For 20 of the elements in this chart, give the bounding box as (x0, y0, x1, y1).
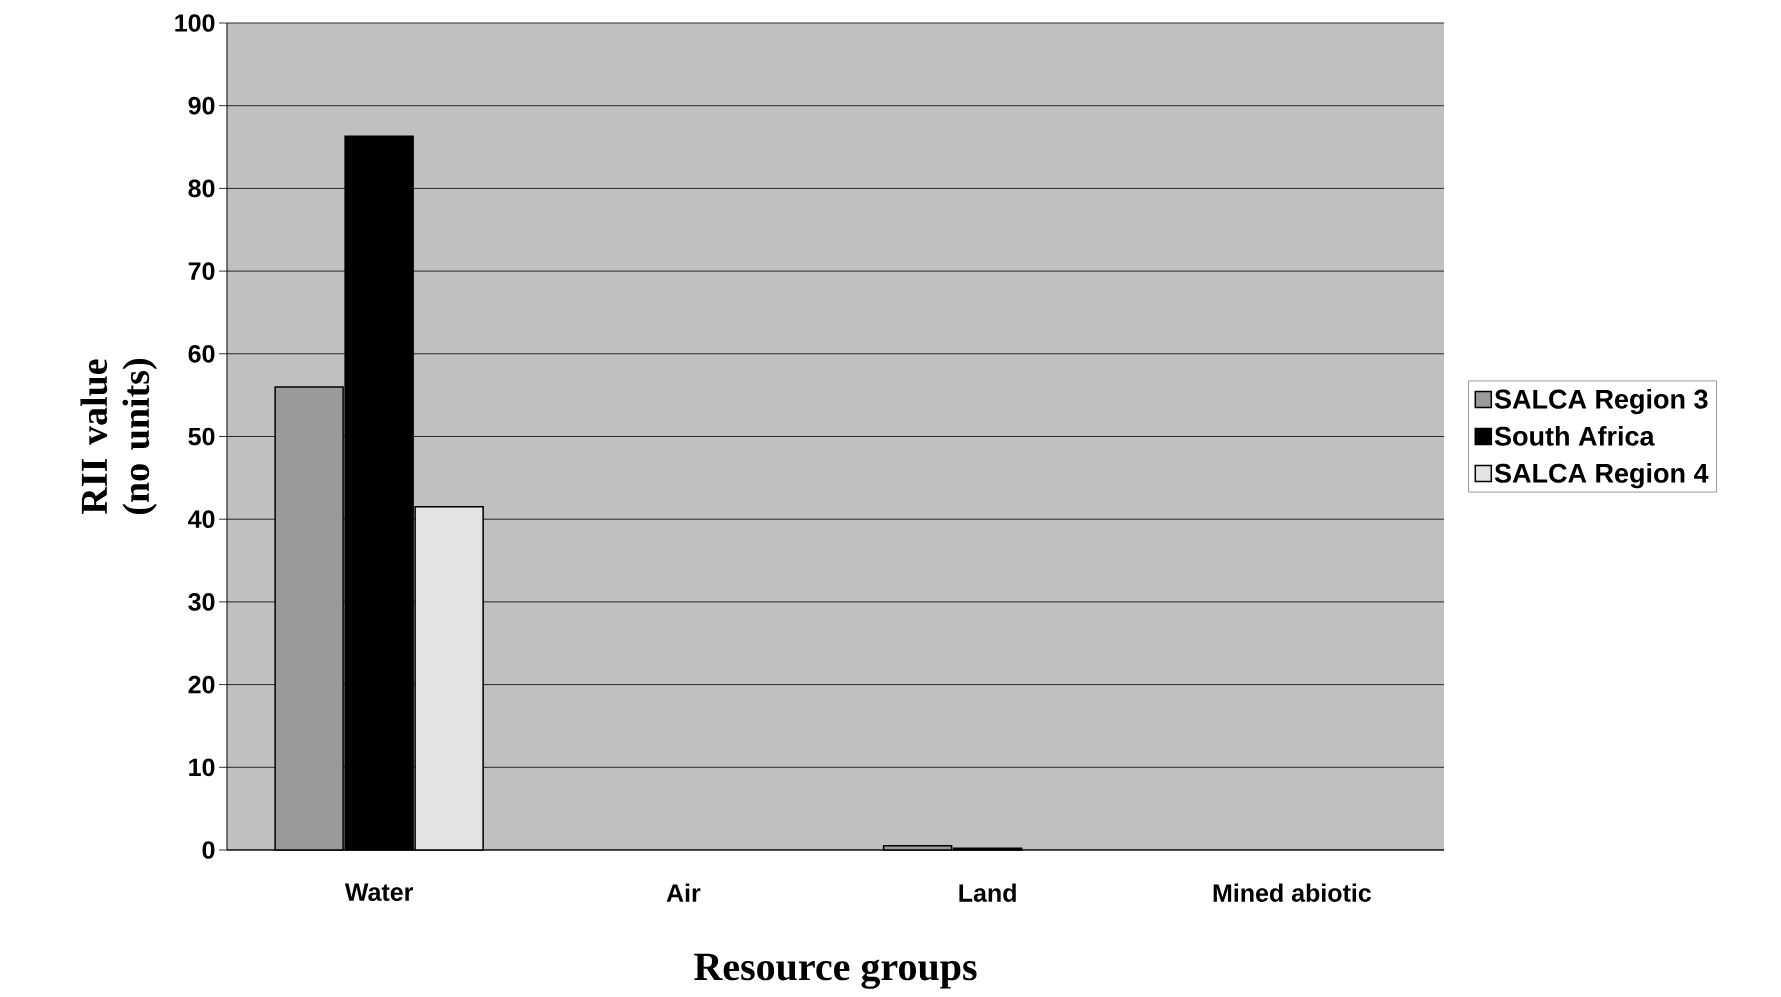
y-tick-label: 30 (188, 593, 215, 611)
y-tick-label: 100 (175, 14, 215, 32)
x-tick-label: Mined abiotic (1213, 883, 1371, 902)
legend-label: SALCA Region 3 (1494, 388, 1708, 415)
x-axis-title: Resource groups (694, 953, 977, 989)
y-tick-label: 60 (188, 344, 215, 363)
y-axis-title: RII value (no units) (80, 359, 157, 515)
x-tick-label: Land (959, 883, 1016, 902)
y-tick-label: 50 (188, 427, 215, 446)
legend-label: South Africa (1494, 425, 1655, 446)
y-tick-label: 20 (188, 675, 215, 694)
y-tick-label: 80 (188, 179, 215, 198)
x-tick-label: Air (666, 883, 701, 902)
y-tick-label: 90 (188, 96, 215, 115)
legend-label: SALCA Region 4 (1494, 463, 1709, 489)
y-tick-label: 40 (188, 510, 215, 529)
y-tick-label: 70 (188, 262, 215, 280)
y-tick-label: 0 (202, 841, 215, 859)
y-tick-label: 10 (189, 758, 215, 777)
x-tick-label: Water (344, 883, 414, 901)
